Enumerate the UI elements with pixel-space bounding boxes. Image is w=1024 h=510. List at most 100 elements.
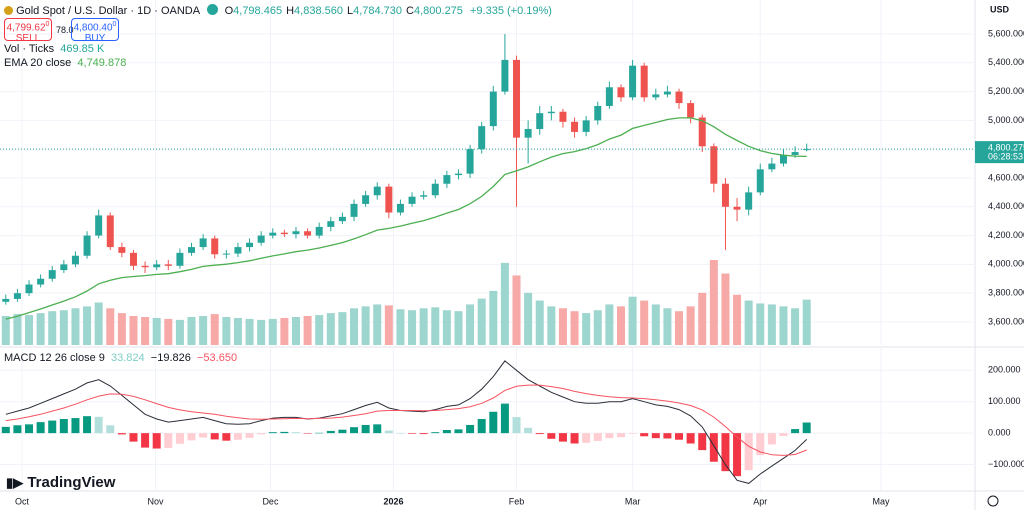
buy-sup: 0 — [112, 21, 117, 28]
histogram-bar — [756, 433, 765, 456]
histogram-bar — [25, 424, 34, 434]
volume-value: 469.85 K — [60, 43, 105, 55]
candle-body — [536, 113, 544, 130]
candle-body — [756, 169, 764, 193]
x-tick-label: May — [872, 496, 890, 506]
market-status — [206, 4, 218, 15]
histogram-bar — [152, 433, 161, 449]
volume-bar — [48, 311, 57, 345]
volume-bar — [477, 298, 486, 345]
candle-body — [605, 87, 613, 106]
histogram-bar — [117, 433, 126, 435]
histogram-bar — [48, 420, 57, 434]
candle-body — [304, 231, 312, 236]
sell-button[interactable]: 4,799.620 SELL — [4, 18, 52, 45]
candle-body — [594, 105, 602, 121]
candle-body — [25, 284, 33, 294]
y-tick-label: 5,200.000 — [988, 86, 1024, 96]
candle-body — [431, 183, 439, 196]
buy-price: 4,800.40 — [73, 22, 113, 34]
volume-bar — [524, 292, 533, 345]
volume-bar — [199, 316, 208, 345]
x-tick-label: Dec — [262, 496, 279, 506]
x-tick-label: Nov — [148, 496, 165, 506]
volume-bar — [500, 262, 509, 345]
histogram-bar — [616, 433, 625, 438]
histogram-bar — [106, 425, 115, 434]
volume-legend: Vol · Ticks 469.85 K — [4, 43, 104, 55]
ema-value: 4,749.878 — [77, 57, 127, 69]
histogram-bar — [384, 430, 393, 434]
buy-button[interactable]: 4,800.400 BUY — [71, 18, 119, 45]
histogram-bar — [141, 433, 150, 448]
candle-body — [338, 216, 346, 222]
macd-legend: MACD 12 26 close 9 33.824 −19.826 −53.65… — [4, 352, 237, 364]
volume-label: Vol · Ticks — [4, 43, 55, 55]
y-tick-label: 4,600.000 — [988, 172, 1024, 182]
histogram-bar — [547, 433, 556, 439]
candle-body — [652, 94, 660, 98]
histogram-bar — [675, 433, 684, 440]
settings-button[interactable] — [987, 495, 999, 507]
pane-macd — [0, 348, 975, 490]
logo-text: TradingView — [27, 474, 116, 491]
histogram-bar — [408, 433, 417, 434]
header: Gold Spot / U.S. Dollar · 1D · OANDA O4,… — [4, 4, 552, 17]
volume-bar — [721, 273, 730, 345]
volume-bar — [245, 318, 254, 345]
volume-bar — [59, 310, 68, 345]
y-tick-label: 4,400.000 — [988, 201, 1024, 211]
volume-bar — [384, 305, 393, 345]
buy-label: BUY — [84, 33, 106, 45]
candle-body — [373, 186, 381, 196]
candle-body — [687, 103, 695, 118]
candle-body — [733, 206, 741, 210]
candle-body — [153, 264, 161, 268]
y-tick-label: 5,600.000 — [988, 28, 1024, 38]
candle-body — [454, 173, 462, 176]
candle-body — [420, 195, 428, 197]
symbol-icon — [4, 6, 13, 15]
candle-body — [280, 232, 288, 235]
x-tick-label: Feb — [509, 496, 525, 506]
candle-body — [118, 247, 126, 253]
volume-bar — [419, 308, 428, 345]
volume-bar — [593, 310, 602, 345]
volume-bar — [13, 314, 22, 345]
histogram-bar — [663, 433, 672, 439]
candle-body — [95, 215, 103, 236]
sell-price: 4,799.62 — [6, 22, 46, 34]
candle-body — [489, 91, 497, 127]
ema-legend: EMA 20 close 4,749.878 — [4, 57, 126, 69]
volume-bar — [152, 317, 161, 345]
volume-bar — [675, 311, 684, 345]
candle-body — [2, 298, 10, 302]
candle-body — [269, 232, 277, 236]
volume-bar — [744, 300, 753, 345]
candle-body — [37, 278, 45, 285]
candle-body — [617, 87, 625, 98]
volume-bar — [431, 307, 440, 345]
candle-body — [524, 129, 532, 138]
ohlc: O4,798.465 H4,838.560 L4,784.730 C4,800.275 — [225, 5, 467, 17]
histogram-bar — [419, 433, 428, 435]
signal-line — [5, 384, 807, 456]
histogram-bar — [59, 419, 68, 434]
histogram-bar — [71, 418, 80, 434]
volume-bar — [396, 309, 405, 345]
y-tick-label: 0.000 — [988, 428, 1011, 438]
candle-body — [698, 117, 706, 147]
volume-bar — [338, 312, 347, 345]
macd-label: MACD 12 26 close 9 — [4, 352, 105, 364]
sell-label: SELL — [15, 33, 41, 45]
pane-candlestick — [0, 0, 975, 345]
x-tick-label: Mar — [625, 496, 641, 506]
histogram-bar — [187, 433, 196, 441]
histogram-bar — [500, 403, 509, 434]
histogram-bar — [466, 424, 475, 434]
volume-bar — [651, 304, 660, 345]
candle-body — [350, 203, 358, 217]
histogram-bar — [779, 433, 788, 436]
histogram-bar — [570, 433, 579, 444]
histogram-bar — [767, 433, 776, 445]
